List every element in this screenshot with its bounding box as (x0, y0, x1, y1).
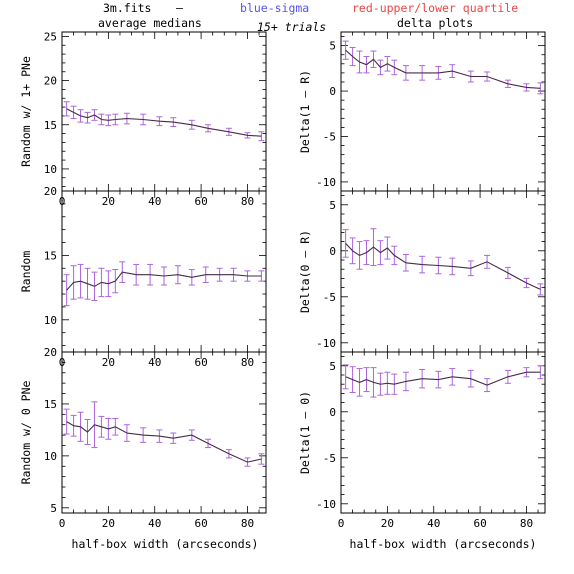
x-tick-label: 40 (427, 517, 440, 530)
y-axis-title: Delta(1 – 0) (298, 391, 312, 474)
left-column-title: average medians (98, 16, 202, 30)
y-tick-label: 10 (44, 163, 57, 176)
x-tick-label: 0 (59, 517, 66, 530)
x-tick-label: 20 (102, 195, 115, 208)
series-line (345, 371, 541, 386)
y-tick-label: 0 (329, 85, 336, 98)
x-tick-label: 40 (148, 356, 161, 369)
y-tick-label: 10 (44, 450, 57, 463)
file-name: 3m.fits (103, 1, 151, 15)
y-tick-label: 20 (44, 185, 57, 198)
x-tick-label: 60 (473, 517, 486, 530)
y-tick-label: -10 (316, 498, 336, 511)
y-tick-label: -10 (316, 337, 336, 350)
trials-note: 15+ trials (257, 20, 326, 34)
x-tick-label: 80 (241, 195, 254, 208)
x-axis-title-left: half-box width (arcseconds) (72, 537, 259, 551)
panel-right-1: -10 -5 0 5 Delta(1 – R) (298, 31, 546, 192)
series-line (66, 421, 262, 463)
x-tick-label: 20 (381, 517, 394, 530)
y-tick-label: 15 (44, 119, 57, 132)
series-line (345, 243, 541, 290)
panel-frame (340, 31, 546, 192)
y-tick-label: 15 (44, 249, 57, 262)
red-quartile-note: red-upper/lower quartile (352, 1, 518, 15)
x-tick-label: 80 (241, 356, 254, 369)
y-axis-title: Random (19, 251, 33, 293)
y-tick-label: 5 (329, 199, 336, 212)
y-tick-label: 5 (50, 502, 57, 515)
x-tick-label: 80 (241, 517, 254, 530)
series-line (66, 271, 262, 291)
right-column-title: delta plots (397, 16, 473, 30)
series-line (345, 49, 541, 89)
x-tick-label: 80 (520, 517, 533, 530)
x-tick-label: 40 (148, 517, 161, 530)
panel-frame (61, 351, 267, 514)
x-tick-label: 60 (194, 195, 207, 208)
y-tick-label: 10 (44, 314, 57, 327)
x-tick-label: 0 (338, 517, 345, 530)
header-dash: – (176, 1, 183, 15)
y-tick-label: 25 (44, 30, 57, 43)
y-tick-label: 15 (44, 398, 57, 411)
x-tick-label: 40 (148, 195, 161, 208)
y-tick-label: 20 (44, 346, 57, 359)
panel-left-3: 0 20 40 60 80 5 10 15 20 Random w/ 0 PNe (19, 346, 267, 530)
y-tick-label: -10 (316, 176, 336, 189)
y-tick-label: 5 (329, 360, 336, 373)
y-tick-label: -5 (323, 291, 336, 304)
panel-right-2: -10 -5 0 5 Delta(0 – R) (298, 190, 546, 353)
x-tick-label: 20 (102, 356, 115, 369)
blue-sigma-note: blue-sigma (240, 1, 309, 15)
series-line (66, 108, 262, 137)
x-tick-label: 60 (194, 356, 207, 369)
y-axis-title: Random w/ 1+ PNe (19, 56, 33, 167)
y-tick-label: 0 (329, 406, 336, 419)
panel-frame (340, 190, 546, 353)
y-tick-label: 20 (44, 75, 57, 88)
x-tick-label: 60 (194, 517, 207, 530)
x-tick-label: 20 (102, 517, 115, 530)
x-axis-title-right: half-box width (arcseconds) (350, 537, 537, 551)
y-tick-label: 0 (329, 245, 336, 258)
panel-frame (61, 31, 267, 192)
y-tick-label: 5 (329, 40, 336, 53)
panel-right-3: 0 20 40 60 80 -10 -5 0 5 Delta(1 – 0) (298, 351, 546, 530)
panel-frame (340, 351, 546, 514)
y-tick-label: -5 (323, 452, 336, 465)
y-axis-title: Delta(0 – R) (298, 230, 312, 313)
y-axis-title: Delta(1 – R) (298, 70, 312, 153)
y-tick-label: -5 (323, 130, 336, 143)
y-axis-title: Random w/ 0 PNe (19, 380, 33, 484)
